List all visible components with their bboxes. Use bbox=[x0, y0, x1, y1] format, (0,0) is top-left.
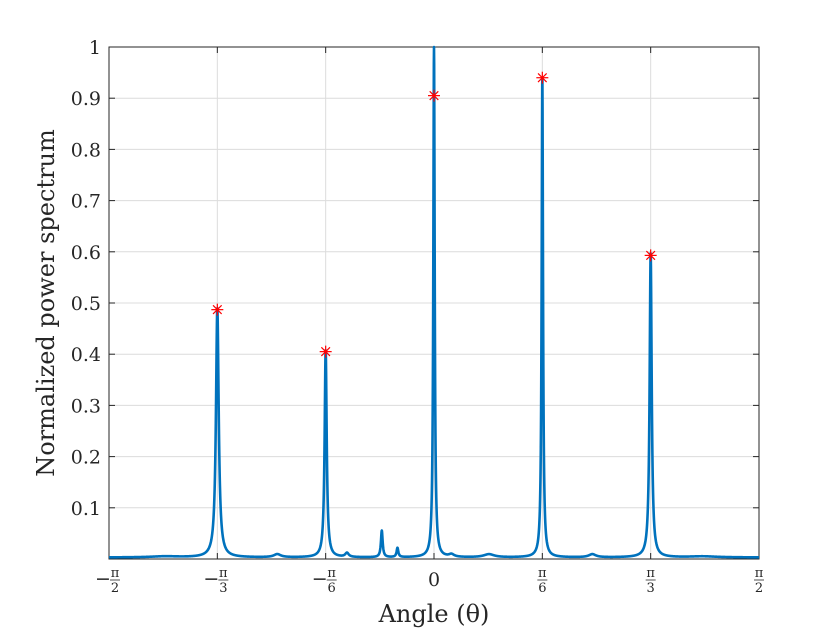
x-tick-denominator: 3 bbox=[219, 581, 227, 596]
y-tick-label: 0.7 bbox=[71, 191, 101, 213]
x-tick-label: π3 bbox=[645, 566, 656, 596]
peak-marker bbox=[536, 71, 549, 84]
y-axis-label: Normalized power spectrum bbox=[32, 129, 60, 477]
y-tick-label: 0.5 bbox=[71, 293, 101, 315]
peak-marker bbox=[319, 345, 332, 358]
x-tick-sign: − bbox=[312, 568, 328, 590]
y-tick-label: 0.8 bbox=[71, 139, 101, 161]
y-tick-label: 0.4 bbox=[71, 344, 101, 366]
peak-marker bbox=[428, 89, 440, 102]
x-tick-numerator: π bbox=[755, 566, 764, 581]
x-tick-numerator: π bbox=[327, 566, 336, 581]
x-tick-sign: − bbox=[95, 568, 111, 590]
x-tick-denominator: 2 bbox=[111, 581, 119, 596]
x-tick-denominator: 6 bbox=[538, 581, 546, 596]
x-tick-numerator: π bbox=[111, 566, 120, 581]
x-tick-numerator: π bbox=[538, 566, 547, 581]
x-tick-label: − π3 bbox=[203, 566, 229, 596]
y-tick-label: 0.3 bbox=[71, 395, 101, 417]
x-tick-numerator: π bbox=[219, 566, 228, 581]
x-tick-denominator: 2 bbox=[755, 581, 763, 596]
x-tick-label: − π2 bbox=[95, 566, 120, 596]
x-tick-text: 0 bbox=[428, 569, 440, 591]
peak-markers bbox=[211, 71, 657, 358]
y-tick-label: 1 bbox=[89, 37, 101, 59]
y-tick-label: 0.1 bbox=[71, 498, 101, 520]
y-tick-label: 0.2 bbox=[71, 447, 101, 469]
y-ticks: 0.1 0.2 0.3 0.4 0.5 0.6 0.7 0.8 0.9 1 bbox=[71, 37, 759, 520]
x-axis-label: Angle (θ) bbox=[378, 600, 490, 628]
x-tick-label: 0 bbox=[428, 569, 440, 591]
y-tick-label: 0.9 bbox=[71, 88, 101, 110]
x-tick-denominator: 6 bbox=[328, 581, 336, 596]
x-tick-numerator: π bbox=[646, 566, 655, 581]
y-tick-label: 0.6 bbox=[71, 242, 101, 264]
x-tick-label: − π6 bbox=[312, 566, 337, 596]
x-tick-sign: − bbox=[203, 568, 219, 590]
x-tick-label: π2 bbox=[754, 566, 764, 596]
x-tick-denominator: 3 bbox=[647, 581, 655, 596]
peak-marker bbox=[644, 249, 657, 262]
x-tick-label: π6 bbox=[537, 566, 548, 596]
peak-marker bbox=[211, 303, 224, 316]
